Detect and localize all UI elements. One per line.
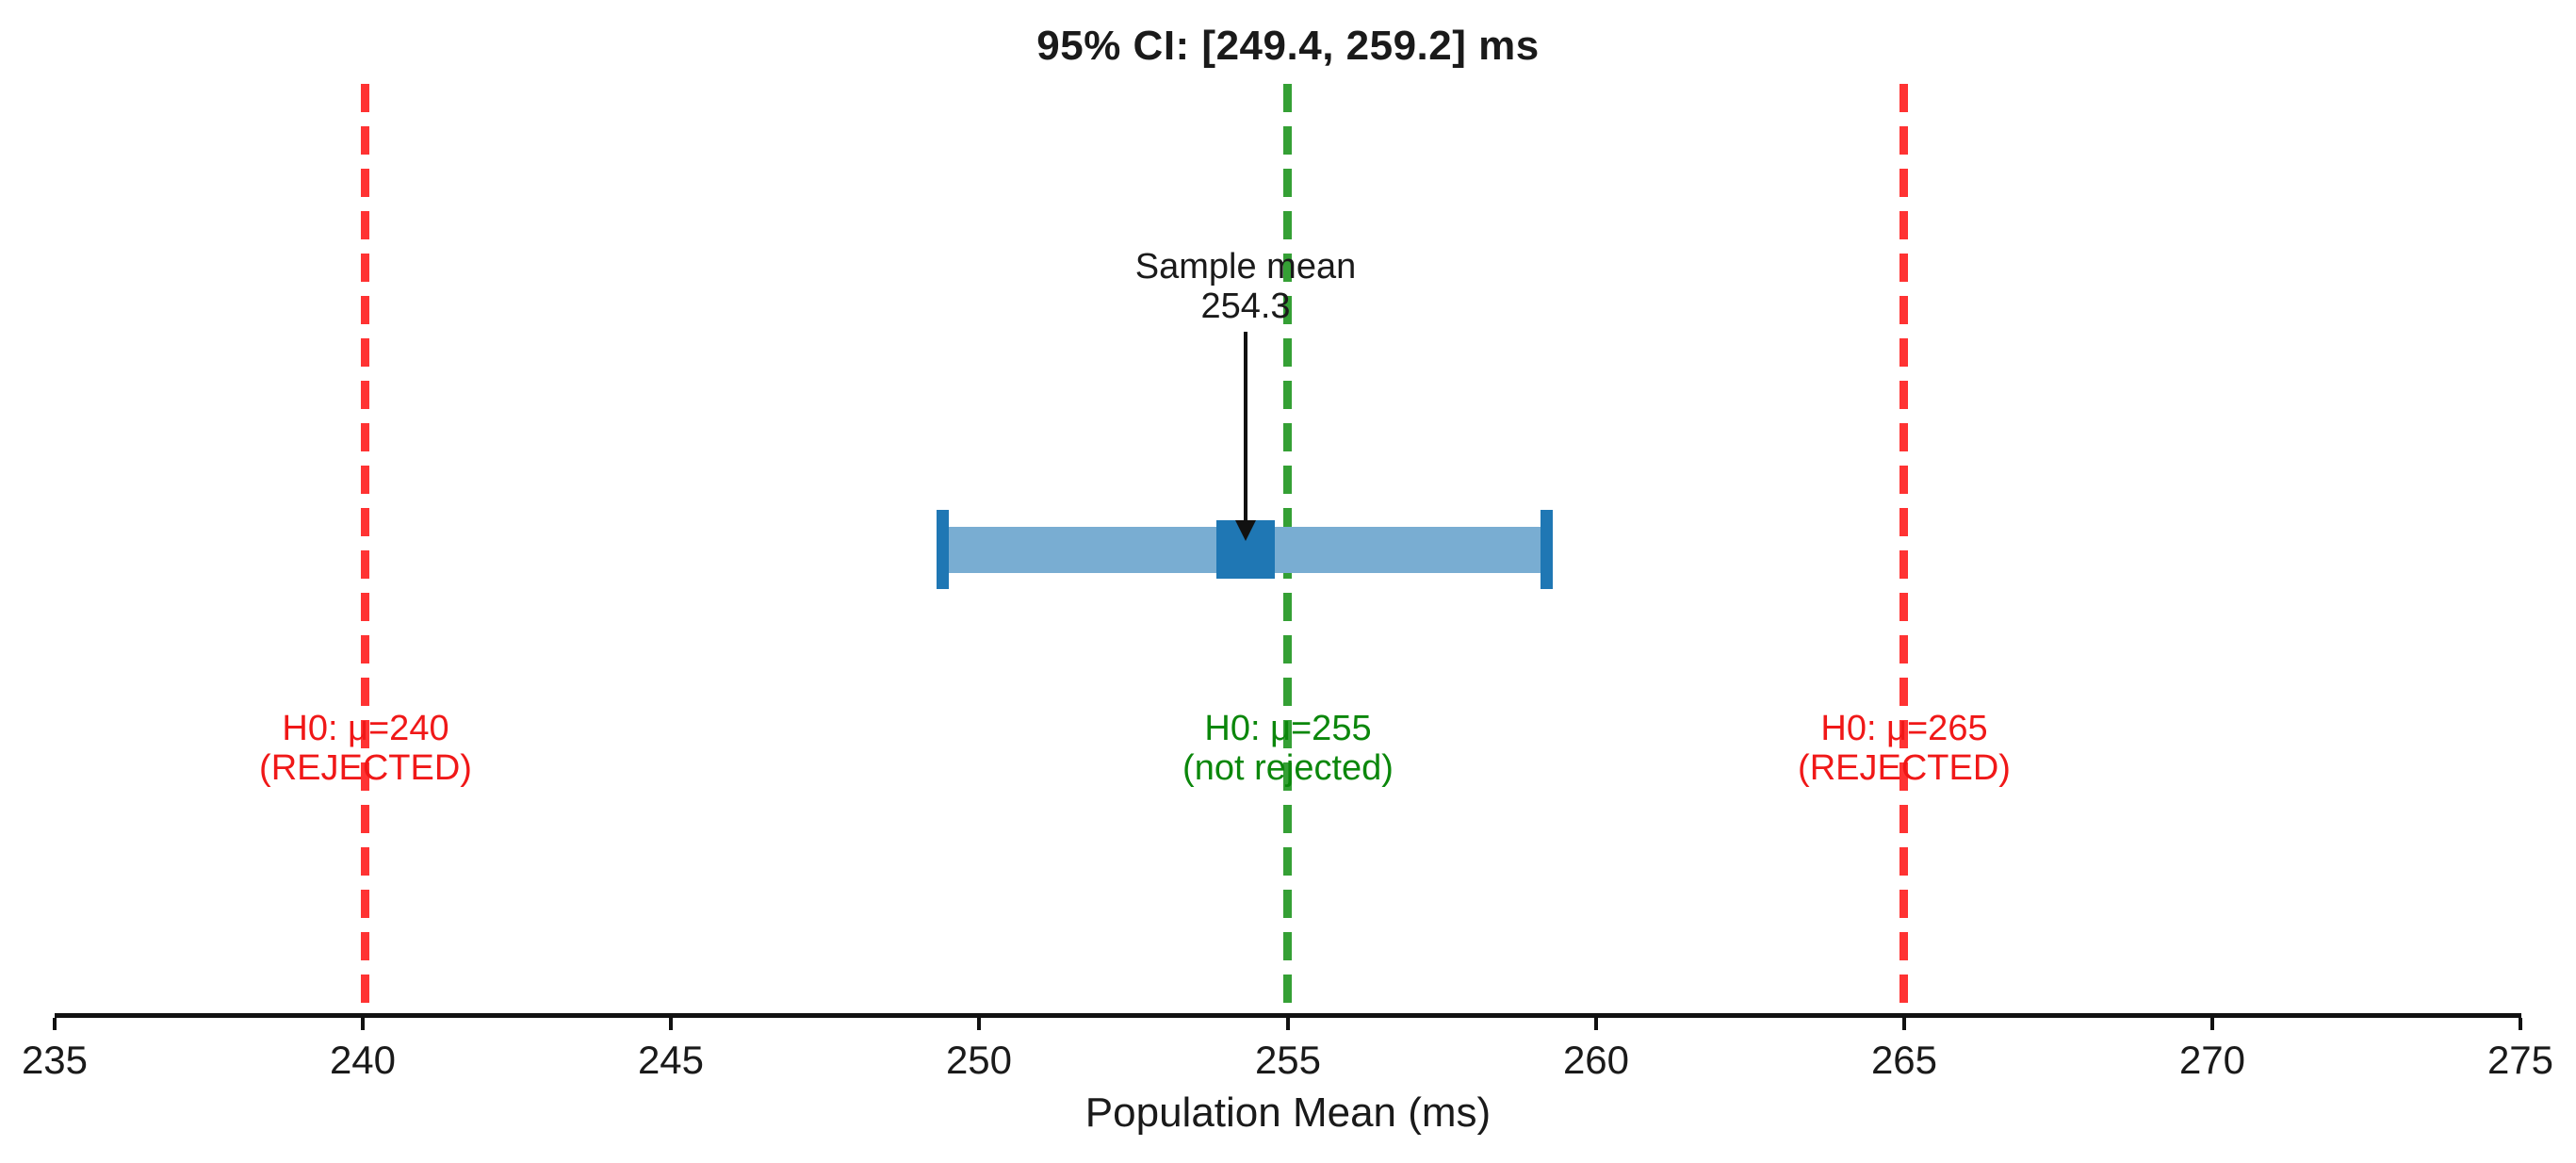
- x-tick-265: [1902, 1018, 1906, 1030]
- h0-label-255: H0: μ=255 (not rejected): [1052, 709, 1524, 788]
- x-tick-275: [2519, 1018, 2522, 1030]
- sample-mean-annotation-value: 254.3: [1200, 287, 1291, 326]
- chart-title: 95% CI: [249.4, 259.2] ms: [1036, 23, 1540, 69]
- annotation-arrow-head-icon: [1235, 520, 1256, 541]
- h0-line-265-rejected: [1899, 84, 1908, 1013]
- x-tick-label-255: 255: [1254, 1038, 1322, 1082]
- x-tick-label-245: 245: [637, 1038, 705, 1082]
- x-axis-title: Population Mean (ms): [1084, 1089, 1492, 1136]
- x-tick-255: [1286, 1018, 1290, 1030]
- h0-line-240-rejected: [361, 84, 369, 1013]
- x-tick-label-260: 260: [1562, 1038, 1630, 1082]
- x-tick-label-275: 275: [2486, 1038, 2554, 1082]
- sample-mean-annotation: Sample mean 254.3: [1057, 247, 1434, 326]
- x-tick-240: [361, 1018, 365, 1030]
- x-tick-245: [669, 1018, 673, 1030]
- x-tick-250: [977, 1018, 981, 1030]
- h0-label-265-text: H0: μ=265: [1820, 709, 1988, 748]
- h0-label-265: H0: μ=265 (REJECTED): [1669, 709, 2140, 788]
- x-axis-spine: [55, 1013, 2521, 1018]
- h0-label-240-text: H0: μ=240: [282, 709, 449, 748]
- annotation-arrow-shaft: [1244, 332, 1247, 524]
- x-tick-260: [1594, 1018, 1598, 1030]
- x-tick-270: [2210, 1018, 2214, 1030]
- x-tick-label-240: 240: [329, 1038, 397, 1082]
- sample-mean-annotation-text: Sample mean: [1134, 247, 1357, 287]
- h0-label-240: H0: μ=240 (REJECTED): [130, 709, 601, 788]
- h0-label-240-status: (REJECTED): [259, 748, 472, 788]
- x-tick-label-265: 265: [1870, 1038, 1938, 1082]
- x-tick-label-235: 235: [21, 1038, 89, 1082]
- x-tick-235: [53, 1018, 57, 1030]
- ci-cap-high: [1541, 510, 1553, 589]
- ci-cap-low: [937, 510, 949, 589]
- x-tick-label-270: 270: [2178, 1038, 2246, 1082]
- h0-label-265-status: (REJECTED): [1798, 748, 2011, 788]
- h0-label-255-status: (not rejected): [1182, 748, 1394, 788]
- h0-label-255-text: H0: μ=255: [1204, 709, 1372, 748]
- x-tick-label-250: 250: [945, 1038, 1013, 1082]
